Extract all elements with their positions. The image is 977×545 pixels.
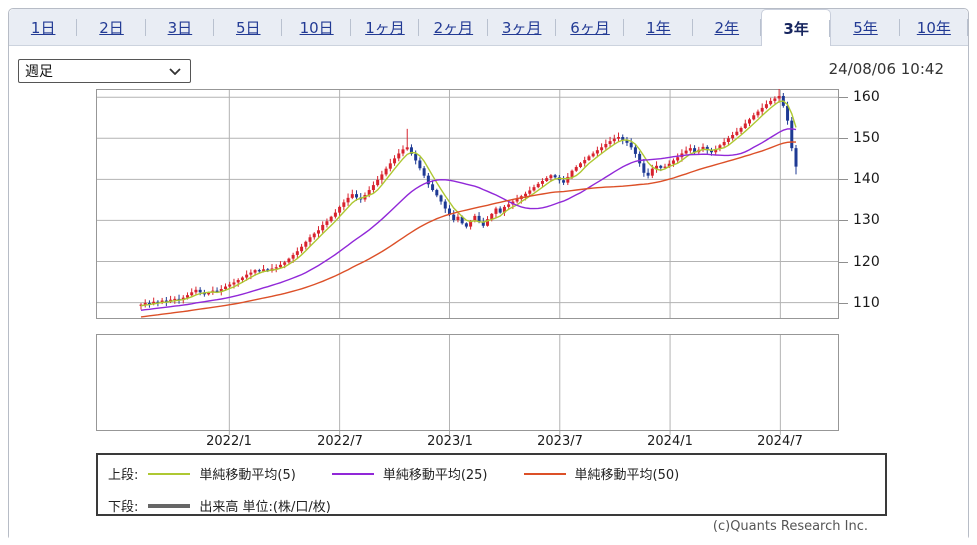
- x-axis-label: 2022/1: [206, 434, 252, 449]
- y-tick: [839, 97, 848, 98]
- y-axis-label: 140: [853, 171, 880, 187]
- tab-10year[interactable]: 10年: [900, 9, 969, 45]
- legend-upper-caption: 上段:: [108, 468, 139, 483]
- y-tick: [839, 303, 848, 304]
- tab-1year[interactable]: 1年: [624, 9, 693, 45]
- tab-1day[interactable]: 1日: [9, 9, 78, 45]
- chart-content: 週足 24/08/06 10:42 160 150 140 130 120 11…: [9, 46, 968, 539]
- candlestick-chart: [96, 87, 839, 319]
- legend-box: 上段: 単純移動平均(5) 単純移動平均(25) 単純移動平均(50) 下段:: [96, 453, 887, 516]
- copyright-text: (c)Quants Research Inc.: [712, 519, 868, 534]
- legend-item-label: 単純移動平均(5): [199, 468, 296, 483]
- legend-upper-row: 上段: 単純移動平均(5) 単純移動平均(25) 単純移動平均(50): [108, 464, 715, 483]
- legend-item-label: 単純移動平均(50): [574, 468, 680, 483]
- tab-1month[interactable]: 1ヶ月: [351, 9, 420, 45]
- legend-lower-caption: 下段:: [108, 500, 139, 515]
- y-tick: [839, 220, 848, 221]
- y-axis-label: 160: [853, 89, 880, 105]
- sma25-line-swatch: [331, 472, 374, 475]
- tab-3day[interactable]: 3日: [146, 9, 215, 45]
- stock-chart-widget: 1日 2日 3日 5日 10日 1ヶ月 2ヶ月 3ヶ月 6ヶ月 1年 2年 3年…: [8, 8, 969, 539]
- legend-item-sma50: 単純移動平均(50): [523, 464, 680, 483]
- volume-panel: [96, 334, 839, 440]
- y-axis-label: 150: [853, 130, 880, 146]
- period-tabbar: 1日 2日 3日 5日 10日 1ヶ月 2ヶ月 3ヶ月 6ヶ月 1年 2年 3年…: [9, 9, 969, 46]
- tab-5year[interactable]: 5年: [831, 9, 901, 45]
- y-axis-label: 120: [853, 254, 880, 270]
- tab-2month[interactable]: 2ヶ月: [419, 9, 488, 45]
- price-chart-panel: [96, 87, 839, 323]
- y-axis-label: 130: [853, 212, 880, 228]
- tab-2year[interactable]: 2年: [693, 9, 762, 45]
- sma50-line-swatch: [523, 472, 566, 475]
- tab-2day[interactable]: 2日: [77, 9, 147, 45]
- legend-item-sma25: 単純移動平均(25): [331, 464, 488, 483]
- x-axis-label: 2024/7: [757, 434, 803, 449]
- tab-5day[interactable]: 5日: [214, 9, 283, 45]
- y-axis-label: 110: [853, 295, 880, 311]
- legend-item-label: 単純移動平均(25): [382, 468, 488, 483]
- legend-lower-row: 下段: 出来高 単位:(株/口/枚): [108, 496, 367, 515]
- legend-item-label: 出来高 単位:(株/口/枚): [199, 500, 331, 515]
- tab-3year-active[interactable]: 3年: [760, 9, 832, 46]
- tab-6month[interactable]: 6ヶ月: [556, 9, 625, 45]
- x-axis-label: 2024/1: [647, 434, 693, 449]
- x-axis-label: 2022/7: [317, 434, 363, 449]
- quote-timestamp: 24/08/06 10:42: [828, 60, 944, 78]
- x-axis-label: 2023/7: [537, 434, 583, 449]
- legend-item-volume: 出来高 単位:(株/口/枚): [148, 496, 331, 515]
- y-tick: [839, 262, 848, 263]
- tab-10day[interactable]: 10日: [282, 9, 352, 45]
- legend-item-sma5: 単純移動平均(5): [148, 464, 296, 483]
- timeframe-select[interactable]: 週足: [18, 59, 191, 83]
- volume-chart: [96, 334, 839, 435]
- tab-3month[interactable]: 3ヶ月: [488, 9, 557, 45]
- y-tick: [839, 138, 848, 139]
- sma5-line-swatch: [148, 472, 191, 475]
- y-tick: [839, 179, 848, 180]
- volume-line-swatch: [148, 503, 191, 508]
- x-axis-label: 2023/1: [427, 434, 473, 449]
